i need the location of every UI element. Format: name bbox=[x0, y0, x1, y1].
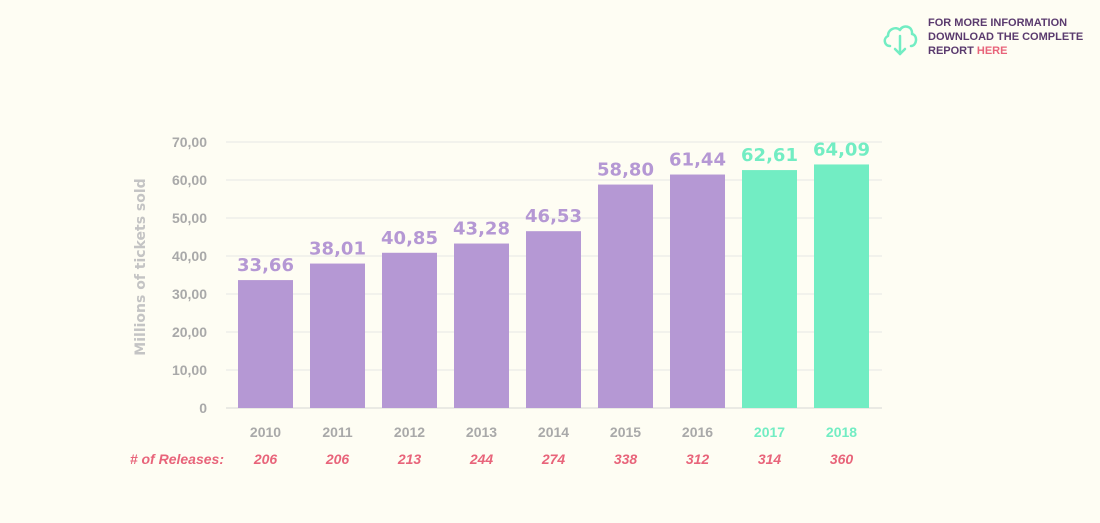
info-line-2: DOWNLOAD THE COMPLETE bbox=[928, 31, 1084, 43]
data-label: 43,28 bbox=[453, 219, 510, 240]
x-tick-label: 2017 bbox=[754, 424, 785, 440]
y-tick-label: 30,00 bbox=[172, 286, 207, 302]
bar bbox=[310, 263, 365, 408]
y-tick-label: 40,00 bbox=[172, 248, 207, 264]
releases-value: 206 bbox=[325, 451, 350, 467]
x-tick-label: 2012 bbox=[394, 424, 425, 440]
releases-value: 338 bbox=[614, 451, 638, 467]
data-label: 38,01 bbox=[309, 239, 366, 260]
bar bbox=[382, 252, 437, 408]
y-axis-label: Millions of tickets sold bbox=[133, 178, 149, 355]
releases-value: 314 bbox=[758, 451, 782, 467]
data-label: 61,44 bbox=[669, 150, 726, 171]
x-tick-label: 2014 bbox=[538, 424, 569, 440]
bar bbox=[526, 231, 581, 408]
bar bbox=[454, 243, 509, 408]
bar bbox=[742, 170, 797, 408]
releases-value: 244 bbox=[469, 451, 494, 467]
releases-value: 312 bbox=[686, 451, 710, 467]
data-label: 40,85 bbox=[381, 228, 438, 249]
y-tick-label: 60,00 bbox=[172, 172, 207, 188]
x-tick-label: 2015 bbox=[610, 424, 641, 440]
info-line-1: FOR MORE INFORMATION bbox=[928, 17, 1068, 29]
cloud-download-icon[interactable] bbox=[880, 18, 920, 58]
x-tick-label: 2011 bbox=[322, 424, 353, 440]
info-line-3-text: REPORT bbox=[928, 45, 974, 57]
x-tick-label: 2018 bbox=[826, 424, 857, 440]
releases-value: 360 bbox=[830, 451, 854, 467]
y-tick-label: 0 bbox=[199, 400, 207, 416]
releases-label: # of Releases: bbox=[130, 451, 224, 467]
releases-value: 206 bbox=[253, 451, 278, 467]
releases-value: 274 bbox=[541, 451, 566, 467]
y-tick-label: 20,00 bbox=[172, 324, 207, 340]
data-label: 64,09 bbox=[813, 139, 870, 160]
info-text: FOR MORE INFORMATION DOWNLOAD THE COMPLE… bbox=[928, 16, 1083, 58]
y-tick-label: 50,00 bbox=[172, 210, 207, 226]
data-label: 33,66 bbox=[237, 255, 294, 276]
data-label: 58,80 bbox=[597, 160, 654, 181]
y-tick-label: 70,00 bbox=[172, 134, 207, 150]
bar bbox=[814, 164, 869, 408]
x-tick-label: 2010 bbox=[250, 424, 281, 440]
bar bbox=[238, 280, 293, 408]
download-info: FOR MORE INFORMATION DOWNLOAD THE COMPLE… bbox=[880, 16, 1090, 64]
x-tick-label: 2013 bbox=[466, 424, 497, 440]
x-tick-label: 2016 bbox=[682, 424, 713, 440]
info-line-3: REPORT HERE bbox=[928, 44, 1083, 58]
y-tick-label: 10,00 bbox=[172, 362, 207, 378]
releases-value: 213 bbox=[397, 451, 422, 467]
data-label: 62,61 bbox=[741, 145, 798, 166]
bar bbox=[598, 184, 653, 408]
data-label: 46,53 bbox=[525, 206, 582, 227]
here-link[interactable]: HERE bbox=[976, 45, 1008, 57]
bar bbox=[670, 174, 725, 408]
